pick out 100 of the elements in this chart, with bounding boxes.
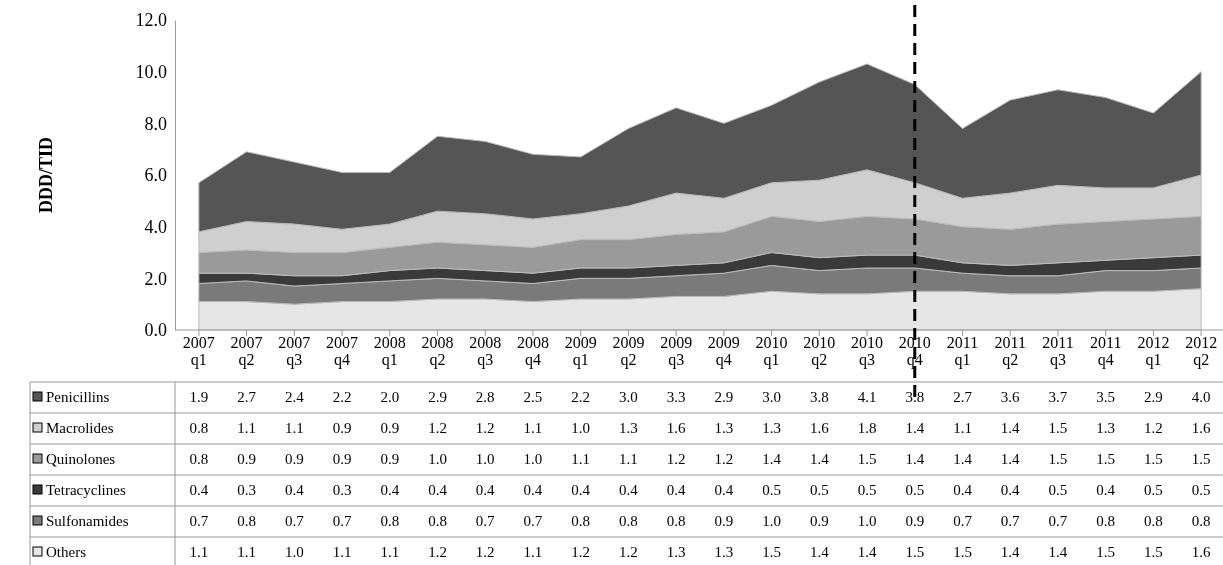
data-label: 0.9 (714, 513, 734, 529)
data-label: 2.7 (953, 389, 973, 405)
data-label: 1.1 (189, 544, 209, 560)
data-label: 1.4 (1048, 544, 1068, 560)
data-label: 1.3 (714, 420, 734, 436)
data-label: 1.3 (619, 420, 638, 436)
data-label: 0.9 (284, 451, 304, 467)
data-label: 1.1 (332, 544, 352, 560)
x-tick-label: 2007 q3 (278, 334, 311, 369)
data-label: 1.5 (1096, 451, 1116, 467)
data-label: 1.4 (905, 451, 925, 467)
data-label: 1.6 (1191, 420, 1212, 436)
data-label: 1.1 (523, 420, 543, 436)
data-label: 1.0 (523, 451, 543, 467)
data-label: 1.1 (523, 544, 543, 560)
data-label: 1.2 (1144, 420, 1163, 436)
data-label: 0.7 (475, 513, 496, 529)
data-label: 1.2 (619, 544, 638, 560)
data-label: 1.0 (284, 544, 304, 560)
x-tick-label: 2009 q3 (660, 334, 693, 369)
data-label: 0.8 (428, 513, 447, 529)
data-label: 4.0 (1191, 389, 1211, 405)
data-label: 2.2 (332, 389, 352, 405)
data-label: 2.4 (284, 389, 305, 405)
legend-label: Others (46, 544, 87, 560)
data-label: 0.4 (953, 482, 973, 498)
x-tick-label: 2007 q4 (326, 334, 359, 369)
data-label: 0.4 (523, 482, 543, 498)
data-label: 0.9 (380, 420, 400, 436)
data-label: 1.1 (619, 451, 638, 467)
data-label: 0.8 (1144, 513, 1163, 529)
data-label: 0.5 (1191, 482, 1211, 498)
data-label: 1.3 (714, 544, 734, 560)
data-label: 1.1 (571, 451, 591, 467)
data-label: 1.4 (809, 451, 830, 467)
data-label: 0.4 (666, 482, 687, 498)
data-label: 1.5 (905, 544, 925, 560)
y-tick-label: 6.0 (144, 165, 167, 186)
data-label: 3.6 (1000, 389, 1021, 405)
data-label: 1.2 (475, 544, 495, 560)
data-label: 0.9 (237, 451, 256, 467)
x-tick-label: 2009 q4 (707, 334, 740, 369)
data-label: 1.0 (857, 513, 877, 529)
data-label: 1.5 (857, 451, 877, 467)
x-tick-label: 2011 q4 (1089, 334, 1122, 369)
data-label: 2.9 (428, 389, 447, 405)
y-tick-label: 12.0 (135, 10, 167, 31)
data-label: 0.8 (237, 513, 256, 529)
data-label: 3.3 (666, 389, 686, 405)
y-tick-label: 4.0 (144, 216, 167, 237)
data-label: 1.4 (1000, 544, 1021, 560)
data-label: 0.3 (332, 482, 352, 498)
data-label: 0.3 (237, 482, 256, 498)
data-label: 0.7 (1000, 513, 1021, 529)
data-label: 1.9 (189, 389, 209, 405)
data-label: 1.1 (237, 420, 256, 436)
legend-label: Tetracyclines (46, 482, 126, 498)
data-label: 1.2 (428, 420, 447, 436)
x-tick-label: 2009 q2 (612, 334, 645, 369)
data-label: 1.1 (284, 420, 304, 436)
data-label: 0.4 (619, 482, 639, 498)
data-label: 4.1 (857, 389, 877, 405)
legend-label: Penicillins (46, 389, 110, 405)
x-tick-label: 2010 q3 (851, 334, 884, 369)
legend-label: Macrolides (46, 420, 114, 436)
data-label: 2.2 (571, 389, 591, 405)
data-label: 0.8 (1096, 513, 1116, 529)
data-label: 0.7 (284, 513, 305, 529)
y-tick-label: 8.0 (144, 113, 167, 134)
data-label: 0.9 (905, 513, 925, 529)
data-label: 1.5 (953, 544, 972, 560)
data-label: 0.4 (428, 482, 448, 498)
data-label: 1.4 (905, 420, 925, 436)
data-label: 1.5 (1191, 451, 1211, 467)
data-label: 1.1 (237, 544, 256, 560)
data-label: 1.4 (1000, 451, 1021, 467)
data-label: 1.6 (1191, 544, 1212, 560)
data-label: 0.8 (619, 513, 638, 529)
data-label: 1.8 (857, 420, 877, 436)
data-label: 1.6 (666, 420, 687, 436)
data-label: 0.9 (809, 513, 829, 529)
x-tick-label: 2008 q2 (421, 334, 454, 369)
data-label: 0.8 (1191, 513, 1211, 529)
data-label: 0.4 (1096, 482, 1116, 498)
data-label: 0.8 (571, 513, 591, 529)
data-label: 2.9 (714, 389, 734, 405)
data-label: 2.0 (380, 389, 400, 405)
data-label: 0.4 (189, 482, 209, 498)
data-label: 0.8 (189, 451, 209, 467)
data-label: 2.8 (475, 389, 495, 405)
data-label: 1.5 (762, 544, 781, 560)
y-tick-label: 0.0 (144, 320, 167, 341)
data-label: 1.5 (1144, 451, 1163, 467)
data-label: 1.0 (475, 451, 495, 467)
x-tick-label: 2011 q3 (1042, 334, 1074, 369)
data-label: 0.7 (1048, 513, 1068, 529)
x-tick-label: 2010 q2 (803, 334, 836, 369)
data-label: 1.4 (953, 451, 973, 467)
data-label: 1.4 (809, 544, 830, 560)
x-tick-label: 2010 q1 (755, 334, 788, 369)
